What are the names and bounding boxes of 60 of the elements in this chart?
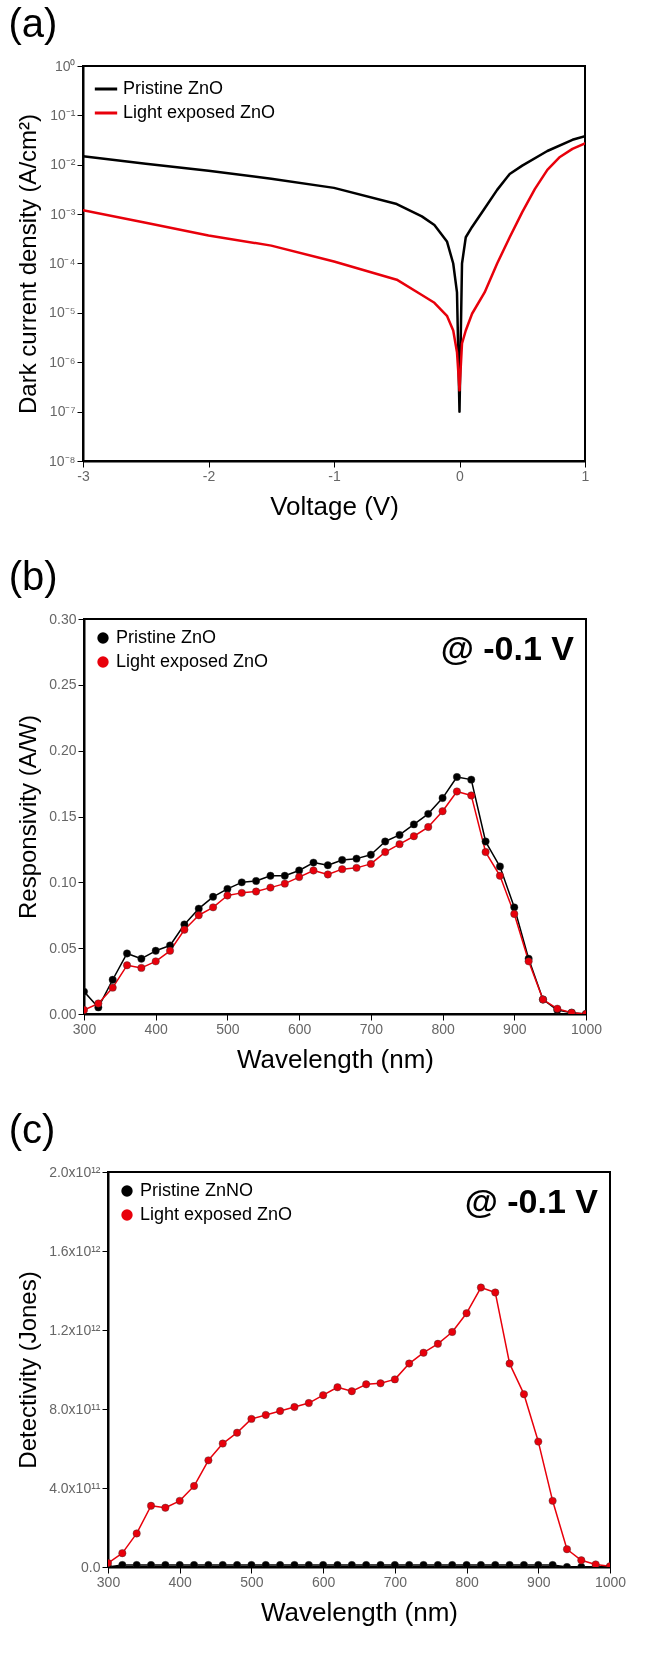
x-tick-label: 1000 <box>570 1020 603 1037</box>
y-tick-label: 0.10 <box>49 873 77 890</box>
y-tick-label: 0.15 <box>49 808 77 824</box>
legend-label: Light exposed ZnO <box>123 102 276 122</box>
y-tick-label: 0.25 <box>49 676 77 693</box>
x-tick-label: -1 <box>328 467 341 484</box>
y-tick-label: 10⁻⁴ <box>48 255 76 271</box>
x-tick-label: 300 <box>96 1573 121 1590</box>
y-tick-label: 0.00 <box>49 1005 77 1022</box>
legend-label: Light exposed ZnO <box>140 1204 293 1224</box>
y-tick-label: 0.30 <box>49 610 77 627</box>
y-tick-label: 8.0x10¹¹ <box>49 1400 101 1417</box>
y-tick-label: 10⁻³ <box>50 205 76 222</box>
legend-label: Pristine ZnO <box>123 78 224 98</box>
y-tick-label: 1.2x10¹² <box>49 1321 101 1338</box>
x-tick-label: 700 <box>383 1573 408 1590</box>
y-tick-label: 10⁻⁷ <box>49 403 76 420</box>
x-tick-label: 600 <box>287 1020 312 1037</box>
x-tick-label: 800 <box>455 1573 479 1590</box>
x-tick-label: 300 <box>72 1020 97 1037</box>
x-tick-label: 800 <box>431 1020 455 1037</box>
x-tick-label: 900 <box>527 1573 551 1590</box>
y-tick-label: 0.05 <box>49 939 77 956</box>
x-tick-label: 700 <box>359 1020 384 1037</box>
x-axis-title: Wavelength (nm) <box>237 1043 434 1074</box>
legend-label: Pristine ZnO <box>116 627 217 647</box>
x-tick-label: -2 <box>202 467 216 484</box>
x-tick-label: -3 <box>77 467 90 484</box>
x-tick-label: 500 <box>240 1573 264 1590</box>
x-tick-label: 600 <box>311 1573 336 1590</box>
x-tick-label: 400 <box>168 1573 193 1590</box>
x-axis-title: Voltage (V) <box>270 490 399 521</box>
x-tick-label: 1000 <box>594 1573 627 1590</box>
y-tick-label: 4.0x10¹¹ <box>49 1479 101 1496</box>
chart-title: (a) <box>8 1 58 45</box>
y-tick-label: 10⁻⁵ <box>49 304 76 321</box>
legend-label: Light exposed ZnO <box>116 651 269 671</box>
y-axis-title: Detectivity (Jones) <box>14 1271 42 1469</box>
y-axis-title: Dark current density (A/cm²) <box>13 113 41 415</box>
x-tick-label: 400 <box>144 1020 169 1037</box>
y-axis-title: Responsivity (A/W) <box>14 714 42 920</box>
x-tick-label: 500 <box>216 1020 240 1037</box>
annotation: @ -0.1 V <box>464 1182 599 1220</box>
y-tick-label: 10⁻⁸ <box>49 452 76 469</box>
y-tick-label: 10⁻² <box>50 156 76 173</box>
y-tick-label: 10⁻¹ <box>50 106 76 123</box>
y-tick-label: 1.6x10¹² <box>49 1242 101 1259</box>
y-tick-label: 0.20 <box>49 742 77 759</box>
x-tick-label: 1 <box>581 467 590 484</box>
y-tick-label: 10⁻⁶ <box>49 353 76 370</box>
x-axis-title: Wavelength (nm) <box>261 1596 458 1627</box>
legend-label: Pristine ZnNO <box>140 1180 254 1200</box>
y-tick-label: 10⁰ <box>54 57 76 74</box>
x-tick-label: 900 <box>503 1020 527 1037</box>
x-tick-label: 0 <box>456 467 465 484</box>
y-tick-label: 0.0 <box>81 1558 101 1575</box>
chart-title: (c) <box>8 1107 56 1151</box>
chart-title: (b) <box>8 554 58 598</box>
y-tick-label: 2.0x10¹² <box>49 1163 101 1180</box>
annotation: @ -0.1 V <box>440 629 575 667</box>
